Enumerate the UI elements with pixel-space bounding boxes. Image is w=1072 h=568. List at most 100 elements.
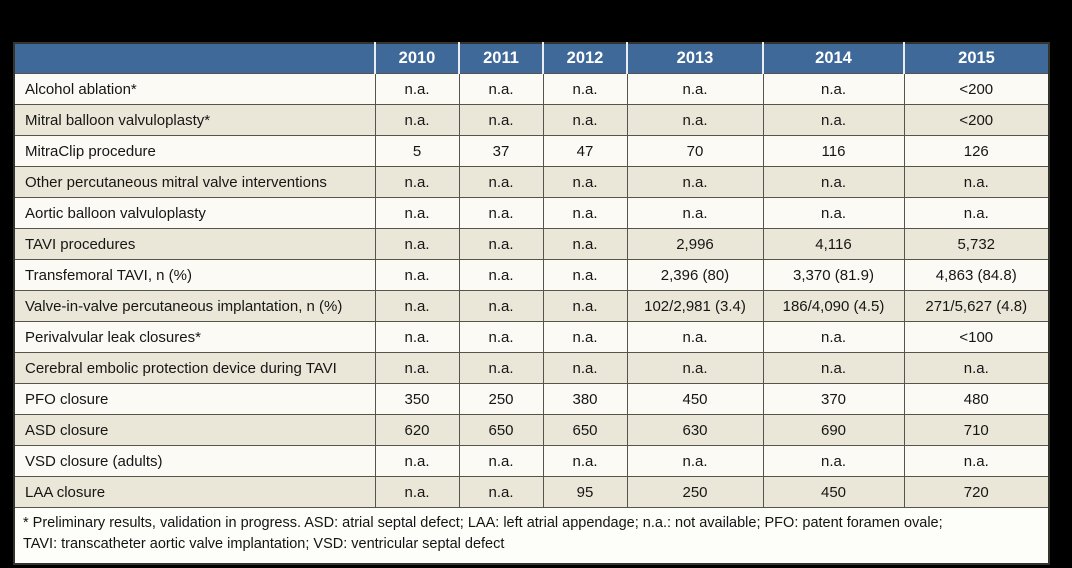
value-cell: <200 <box>903 104 1049 136</box>
value-cell: n.a. <box>762 104 904 136</box>
value-cell: <100 <box>903 321 1049 353</box>
value-cell: n.a. <box>374 259 459 291</box>
row-label: PFO closure <box>14 383 375 415</box>
value-cell: 650 <box>542 414 627 446</box>
column-header-2014: 2014 <box>762 43 904 74</box>
value-cell: n.a. <box>374 290 459 322</box>
table-row: Other percutaneous mitral valve interven… <box>14 166 1049 198</box>
value-cell: n.a. <box>626 73 763 105</box>
value-cell: 690 <box>762 414 904 446</box>
value-cell: 2,996 <box>626 228 763 260</box>
value-cell: 5,732 <box>903 228 1049 260</box>
value-cell: n.a. <box>374 104 459 136</box>
value-cell: 620 <box>374 414 459 446</box>
value-cell: n.a. <box>458 73 543 105</box>
column-header-2015: 2015 <box>903 43 1049 74</box>
table-row: VSD closure (adults) n.a. n.a. n.a. n.a. n.a.… <box>14 445 1049 477</box>
value-cell: n.a. <box>762 445 904 477</box>
row-label: VSD closure (adults) <box>14 445 375 477</box>
value-cell: n.a. <box>458 290 543 322</box>
value-cell: n.a. <box>374 166 459 198</box>
value-cell: n.a. <box>458 104 543 136</box>
value-cell: 116 <box>762 135 904 167</box>
header-row: 2010 2011 2012 2013 2014 2015 <box>14 43 1049 74</box>
value-cell: 250 <box>626 476 763 508</box>
value-cell: <200 <box>903 73 1049 105</box>
value-cell: n.a. <box>374 73 459 105</box>
row-label: ASD closure <box>14 414 375 446</box>
value-cell: n.a. <box>762 73 904 105</box>
row-label: Other percutaneous mitral valve interven… <box>14 166 375 198</box>
row-label: Transfemoral TAVI, n (%) <box>14 259 375 291</box>
row-label: Aortic balloon valvuloplasty <box>14 197 375 229</box>
procedures-table-wrap: 2010 2011 2012 2013 2014 2015 Alcohol ab… <box>13 42 1050 566</box>
value-cell: n.a. <box>626 352 763 384</box>
value-cell: 102/2,981 (3.4) <box>626 290 763 322</box>
column-header-2011: 2011 <box>458 43 543 74</box>
value-cell: 271/5,627 (4.8) <box>903 290 1049 322</box>
table-body: Alcohol ablation* n.a. n.a. n.a. n.a. n.a. <20… <box>14 73 1049 508</box>
value-cell: n.a. <box>542 259 627 291</box>
value-cell: 370 <box>762 383 904 415</box>
value-cell: n.a. <box>626 166 763 198</box>
value-cell: 650 <box>458 414 543 446</box>
value-cell: n.a. <box>374 352 459 384</box>
value-cell: 70 <box>626 135 763 167</box>
table-row: TAVI procedures n.a. n.a. n.a. 2,996 4,116 5,7… <box>14 228 1049 260</box>
value-cell: n.a. <box>542 352 627 384</box>
value-cell: n.a. <box>903 197 1049 229</box>
footnote-row: * Preliminary results, validation in pro… <box>14 507 1049 565</box>
table-row: ASD closure 620 650 650 630 690 710 <box>14 414 1049 446</box>
table-row: PFO closure 350 250 380 450 370 480 <box>14 383 1049 415</box>
value-cell: n.a. <box>903 166 1049 198</box>
value-cell: n.a. <box>542 290 627 322</box>
table-row: LAA closure n.a. n.a. 95 250 450 720 <box>14 476 1049 508</box>
table-footer: * Preliminary results, validation in pro… <box>14 507 1049 565</box>
value-cell: 2,396 (80) <box>626 259 763 291</box>
table-row: Mitral balloon valvuloplasty* n.a. n.a. n.a… <box>14 104 1049 136</box>
value-cell: 720 <box>903 476 1049 508</box>
value-cell: 630 <box>626 414 763 446</box>
value-cell: 4,863 (84.8) <box>903 259 1049 291</box>
value-cell: n.a. <box>542 73 627 105</box>
value-cell: n.a. <box>458 228 543 260</box>
value-cell: 4,116 <box>762 228 904 260</box>
value-cell: 47 <box>542 135 627 167</box>
value-cell: n.a. <box>542 166 627 198</box>
value-cell: 380 <box>542 383 627 415</box>
table-row: MitraClip procedure 5 37 47 70 116 126 <box>14 135 1049 167</box>
value-cell: n.a. <box>762 321 904 353</box>
value-cell: n.a. <box>374 445 459 477</box>
value-cell: n.a. <box>458 476 543 508</box>
value-cell: 37 <box>458 135 543 167</box>
table-row: Valve-in-valve percutaneous implantation… <box>14 290 1049 322</box>
value-cell: n.a. <box>374 321 459 353</box>
value-cell: 710 <box>903 414 1049 446</box>
table-row: Transfemoral TAVI, n (%) n.a. n.a. n.a. 2,39… <box>14 259 1049 291</box>
column-header-procedure <box>14 43 375 74</box>
value-cell: n.a. <box>374 197 459 229</box>
value-cell: n.a. <box>458 321 543 353</box>
value-cell: n.a. <box>374 476 459 508</box>
value-cell: 126 <box>903 135 1049 167</box>
value-cell: n.a. <box>626 445 763 477</box>
value-cell: 480 <box>903 383 1049 415</box>
value-cell: 350 <box>374 383 459 415</box>
value-cell: 95 <box>542 476 627 508</box>
row-label: LAA closure <box>14 476 375 508</box>
footnote-cell: * Preliminary results, validation in pro… <box>14 507 1049 565</box>
value-cell: n.a. <box>762 197 904 229</box>
value-cell: n.a. <box>458 166 543 198</box>
row-label: Alcohol ablation* <box>14 73 375 105</box>
value-cell: 450 <box>762 476 904 508</box>
procedures-by-year-table: 2010 2011 2012 2013 2014 2015 Alcohol ab… <box>13 42 1050 566</box>
value-cell: n.a. <box>458 259 543 291</box>
row-label: Valve-in-valve percutaneous implantation… <box>14 290 375 322</box>
value-cell: n.a. <box>458 445 543 477</box>
row-label: Mitral balloon valvuloplasty* <box>14 104 375 136</box>
table-row: Alcohol ablation* n.a. n.a. n.a. n.a. n.a. <20… <box>14 73 1049 105</box>
table-row: Aortic balloon valvuloplasty n.a. n.a. n.a.… <box>14 197 1049 229</box>
table-row: Perivalvular leak closures* n.a. n.a. n.a. n… <box>14 321 1049 353</box>
row-label: Perivalvular leak closures* <box>14 321 375 353</box>
value-cell: n.a. <box>542 321 627 353</box>
